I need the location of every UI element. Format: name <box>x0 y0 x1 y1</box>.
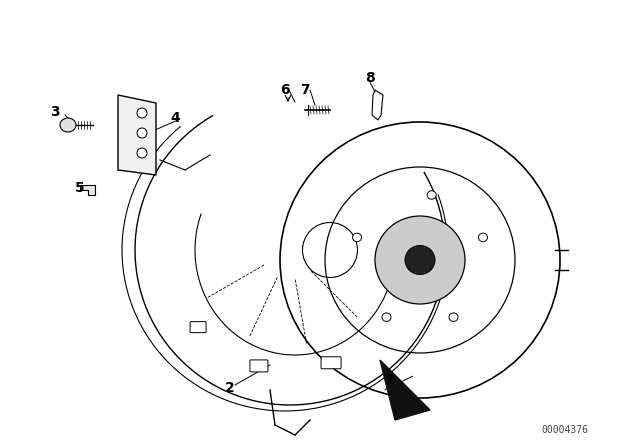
Text: 3: 3 <box>50 105 60 119</box>
Text: 5: 5 <box>75 181 85 195</box>
Text: 8: 8 <box>365 71 375 85</box>
FancyBboxPatch shape <box>190 322 206 332</box>
Polygon shape <box>380 360 430 420</box>
Text: 7: 7 <box>300 83 310 97</box>
Text: 4: 4 <box>170 111 180 125</box>
Circle shape <box>137 108 147 118</box>
Ellipse shape <box>427 191 436 199</box>
Ellipse shape <box>405 246 435 275</box>
Ellipse shape <box>353 233 362 241</box>
FancyBboxPatch shape <box>250 360 268 372</box>
Ellipse shape <box>382 313 391 321</box>
Text: 2: 2 <box>225 381 235 395</box>
Text: 00004376: 00004376 <box>541 425 589 435</box>
FancyBboxPatch shape <box>321 357 341 369</box>
Ellipse shape <box>375 216 465 304</box>
Ellipse shape <box>449 313 458 321</box>
Circle shape <box>137 128 147 138</box>
Polygon shape <box>118 95 156 175</box>
Text: 6: 6 <box>280 83 290 97</box>
Text: 1: 1 <box>385 373 395 387</box>
Ellipse shape <box>479 233 488 241</box>
Ellipse shape <box>60 118 76 132</box>
Polygon shape <box>80 185 95 195</box>
Circle shape <box>137 148 147 158</box>
